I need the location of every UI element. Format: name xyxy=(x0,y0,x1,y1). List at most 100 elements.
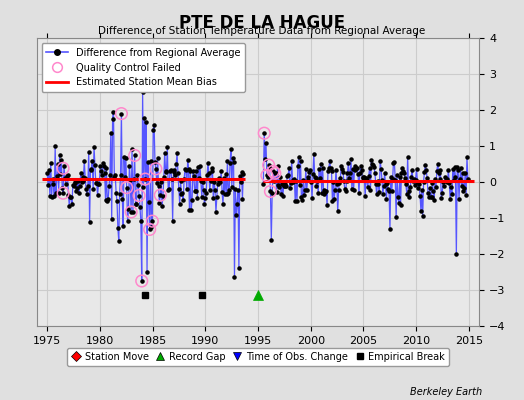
Point xyxy=(212,209,220,215)
Point xyxy=(146,158,155,164)
Point xyxy=(110,174,118,180)
Point xyxy=(338,166,346,172)
Point xyxy=(150,121,158,128)
Point xyxy=(463,154,471,160)
Point xyxy=(452,251,461,257)
Point xyxy=(47,160,55,166)
Point xyxy=(228,154,237,161)
Point xyxy=(45,167,53,173)
Point xyxy=(414,185,422,192)
Point xyxy=(110,109,118,115)
Point xyxy=(449,166,457,172)
Point xyxy=(398,165,407,171)
Point xyxy=(177,178,185,185)
Point xyxy=(214,177,223,184)
Point xyxy=(425,185,434,192)
Point xyxy=(293,163,302,169)
Point xyxy=(148,218,157,224)
Point xyxy=(320,190,329,197)
Point xyxy=(66,193,74,200)
Point xyxy=(75,190,83,196)
Point xyxy=(205,170,213,176)
Point xyxy=(321,188,330,195)
Point xyxy=(322,188,331,194)
Point xyxy=(65,203,73,209)
Point xyxy=(431,176,439,182)
Point xyxy=(456,176,464,182)
Point xyxy=(174,170,182,176)
Point xyxy=(361,193,369,199)
Point xyxy=(185,207,194,213)
Point xyxy=(144,159,152,165)
Point xyxy=(158,203,166,210)
Point xyxy=(353,165,362,171)
Point xyxy=(170,167,179,173)
Point xyxy=(146,226,154,233)
Point xyxy=(450,177,458,183)
Point xyxy=(415,181,423,187)
Point xyxy=(359,174,367,180)
Point xyxy=(219,201,227,207)
Point xyxy=(162,169,171,176)
Point xyxy=(230,274,238,281)
Point xyxy=(294,154,303,160)
Point xyxy=(330,196,339,202)
Point xyxy=(227,184,236,190)
Point xyxy=(141,176,149,182)
Point xyxy=(101,170,109,176)
Point xyxy=(402,190,411,197)
Point xyxy=(61,175,69,181)
Point xyxy=(154,155,162,161)
Point xyxy=(200,201,209,207)
Point xyxy=(198,194,206,200)
Point xyxy=(351,166,359,173)
Point xyxy=(182,186,191,192)
Point xyxy=(103,198,112,204)
Point xyxy=(209,194,217,201)
Point xyxy=(447,184,455,190)
Point xyxy=(462,192,470,198)
Point xyxy=(385,187,393,194)
Point xyxy=(277,191,285,198)
Point xyxy=(223,158,232,164)
Point xyxy=(352,164,361,171)
Point xyxy=(115,238,123,244)
Point xyxy=(115,191,124,197)
Point xyxy=(211,187,219,193)
Point xyxy=(129,209,137,215)
Point xyxy=(54,189,63,196)
Point xyxy=(116,172,125,178)
Point xyxy=(194,164,202,170)
Point xyxy=(93,192,102,198)
Point xyxy=(433,168,441,174)
Point xyxy=(171,172,180,178)
Point xyxy=(391,177,399,183)
Point xyxy=(423,175,431,181)
Point xyxy=(279,193,287,199)
Point xyxy=(222,171,230,177)
Point xyxy=(427,194,435,200)
Point xyxy=(113,198,121,204)
Point xyxy=(372,181,380,187)
Point xyxy=(132,201,140,208)
Point xyxy=(156,192,165,198)
Point xyxy=(215,175,224,181)
Point xyxy=(366,187,375,194)
Point xyxy=(401,175,409,181)
Point xyxy=(440,183,448,189)
Point xyxy=(91,162,99,169)
Point xyxy=(74,178,82,184)
Point xyxy=(75,182,84,189)
Point xyxy=(266,188,275,195)
Point xyxy=(204,160,212,166)
Point xyxy=(168,217,177,224)
Point xyxy=(447,190,456,197)
Point xyxy=(159,192,167,199)
Point xyxy=(451,174,460,180)
Point xyxy=(397,170,406,176)
Point xyxy=(365,165,374,171)
Point xyxy=(164,187,172,194)
Point xyxy=(299,177,308,184)
Point xyxy=(302,187,311,193)
Point xyxy=(425,194,433,200)
